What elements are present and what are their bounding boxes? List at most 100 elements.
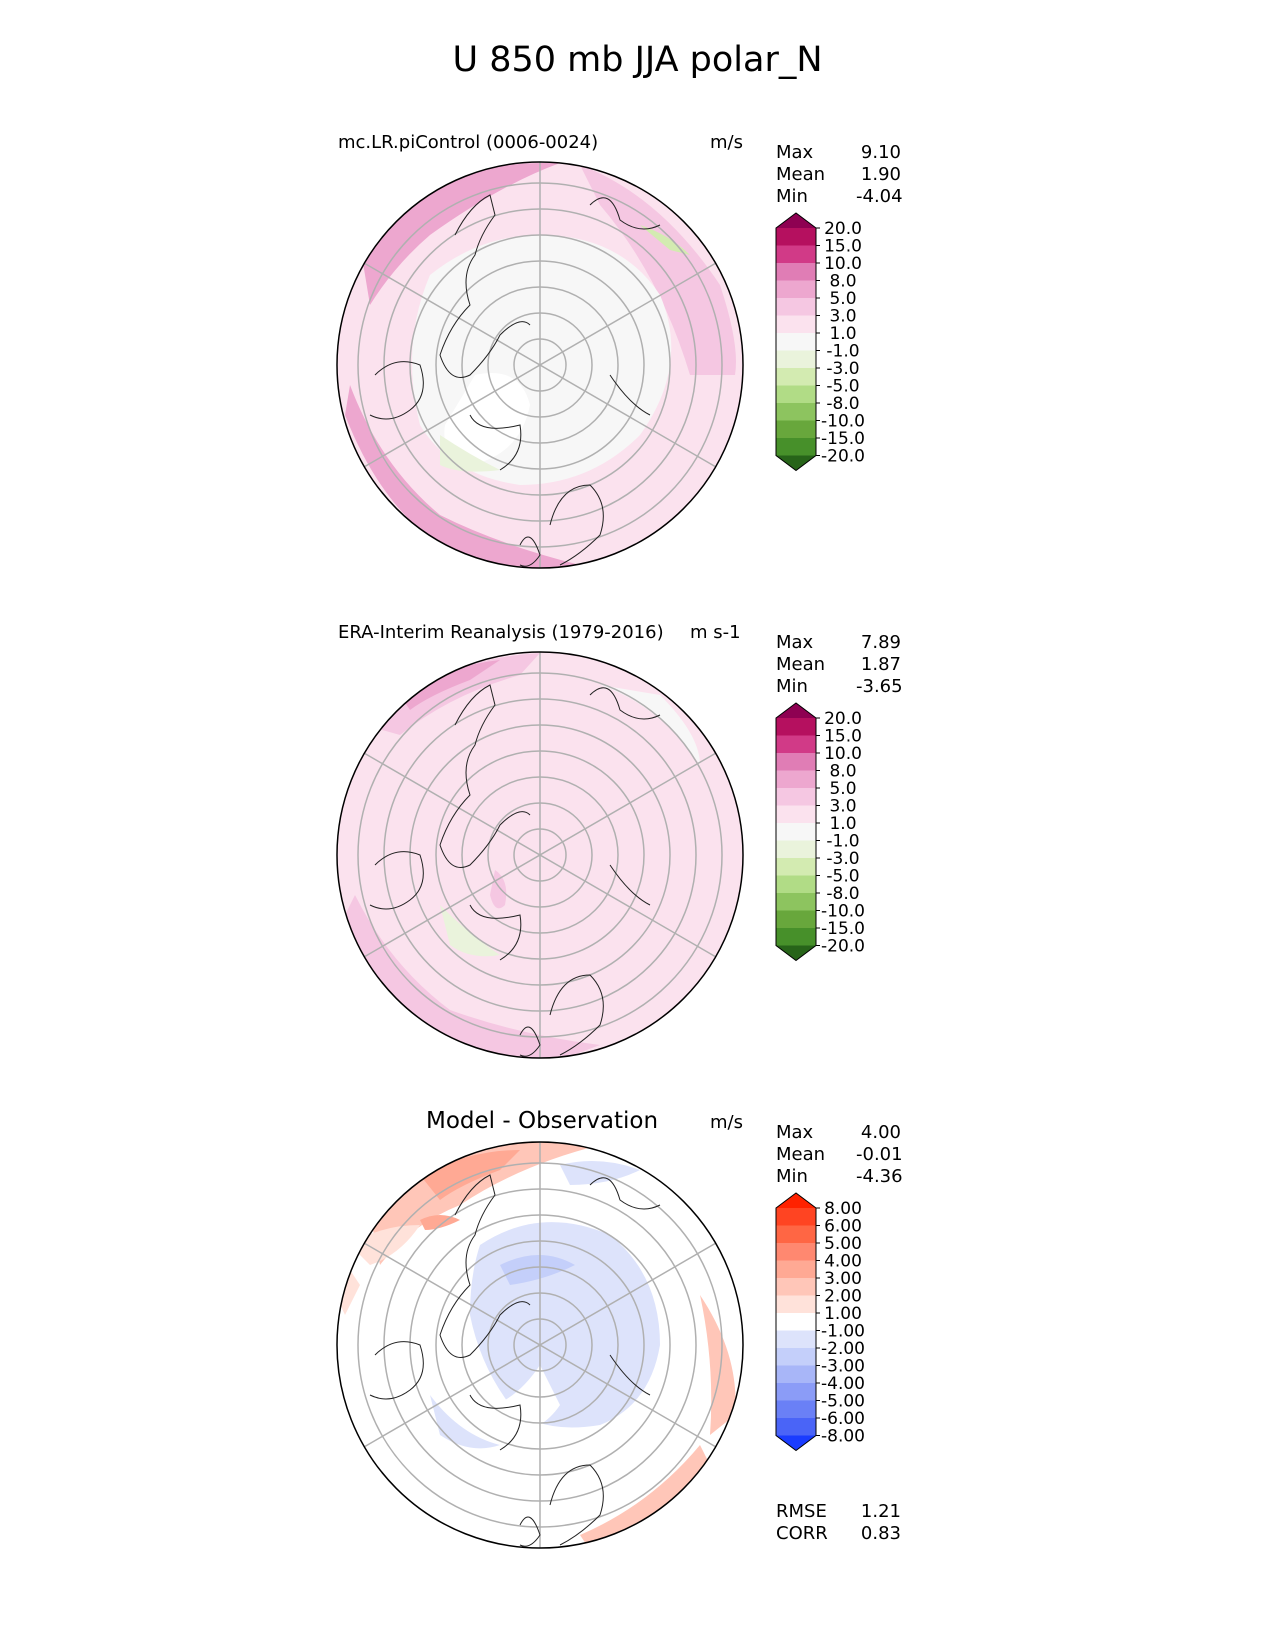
panel-title: ERA-Interim Reanalysis (1979-2016) — [338, 622, 664, 643]
stat-rmse: RMSE 1.21 — [776, 1501, 901, 1522]
colorbar-segment — [776, 228, 816, 246]
colorbar-segment — [776, 350, 816, 369]
colorbar-segment — [776, 385, 816, 404]
coastlines — [369, 1174, 661, 1547]
units-label: m/s — [710, 132, 743, 153]
colorbar-segment — [776, 245, 816, 264]
colorbar-segment — [776, 1418, 816, 1436]
colorbar-tick-label: 10.0 — [824, 254, 862, 274]
colorbar-extend-min — [776, 1435, 816, 1451]
colorbar-extend-max — [776, 213, 816, 228]
colorbar-segment — [776, 753, 816, 771]
colorbar-segment — [776, 1243, 816, 1261]
colorbar-tick-label: -8.0 — [826, 884, 859, 904]
colorbar-tick-label: 4.00 — [824, 1252, 862, 1272]
colorbar-tick-label: 15.0 — [824, 727, 862, 747]
colorbar-segment — [776, 1348, 816, 1366]
colorbar-segment — [776, 333, 816, 351]
colorbar-tick-label: -20.0 — [821, 447, 865, 467]
colorbar-segment — [776, 910, 816, 929]
colorbar: 8.006.005.004.003.002.001.00-1.00-2.00-3… — [775, 1192, 865, 1452]
colorbar-segment — [776, 1365, 816, 1384]
colorbar-segment — [776, 420, 816, 439]
colorbar-tick-label: 1.0 — [829, 814, 856, 834]
panel-title: mc.LR.piControl (0006-0024) — [338, 132, 599, 153]
panel-reference: ERA-Interim Reanalysis (1979-2016) m s-1… — [0, 615, 1275, 1105]
colorbar-tick-label: 20.0 — [824, 709, 862, 729]
colorbar-tick-label: 8.0 — [829, 272, 856, 292]
colorbar-tick-label: 5.00 — [824, 1234, 862, 1254]
colorbar-tick-label: 1.0 — [829, 324, 856, 344]
colorbar-tick-label: -10.0 — [821, 412, 865, 432]
colorbar-tick-label: -3.0 — [826, 359, 859, 379]
colorbar-tick-label: -5.0 — [826, 867, 859, 887]
colorbar-segment — [776, 858, 816, 876]
colorbar-extend-min — [776, 945, 816, 961]
colorbar-segment — [776, 788, 816, 806]
colorbar-segment — [776, 1400, 816, 1419]
colorbar-tick-label: -1.0 — [826, 832, 859, 852]
polar-map: 8.006.005.004.003.002.001.00-1.00-2.00-3… — [336, 1141, 865, 1549]
colorbar-segment — [776, 928, 816, 946]
stat-min: Min -3.65 — [776, 676, 903, 697]
colorbar-tick-label: 3.00 — [824, 1269, 862, 1289]
colorbar-segment — [776, 403, 816, 421]
colorbar-tick-label: -3.0 — [826, 849, 859, 869]
stat-min: Min -4.36 — [776, 1166, 903, 1187]
colorbar-tick-label: -1.0 — [826, 342, 859, 362]
colorbar-tick-label: 1.00 — [824, 1304, 862, 1324]
stat-mean: Mean 1.87 — [776, 654, 901, 675]
colorbar-tick-label: 3.0 — [829, 307, 856, 327]
colorbar-tick-label: 8.0 — [829, 762, 856, 782]
colorbar-tick-label: -10.0 — [821, 902, 865, 922]
colorbar-segment — [776, 1208, 816, 1226]
colorbar-tick-label: -1.00 — [821, 1322, 865, 1342]
colorbar-tick-label: 5.0 — [829, 289, 856, 309]
stat-min: Min -4.04 — [776, 186, 903, 207]
colorbar-tick-label: 8.00 — [824, 1199, 862, 1219]
units-label: m/s — [710, 1112, 743, 1133]
colorbar-tick-label: -8.00 — [821, 1427, 865, 1447]
colorbar-tick-label: -8.0 — [826, 394, 859, 414]
colorbar-tick-label: -20.0 — [821, 937, 865, 957]
colorbar-segment — [776, 805, 816, 824]
graticule — [357, 652, 723, 1058]
colorbar-tick-label: 6.00 — [824, 1217, 862, 1237]
colorbar-extend-min — [776, 455, 816, 471]
stat-mean: Mean -0.01 — [776, 1144, 903, 1165]
colorbar-segment — [776, 823, 816, 841]
colorbar-tick-label: -15.0 — [821, 429, 865, 449]
polar-map: 20.015.010.08.05.03.01.0-1.0-3.0-5.0-8.0… — [336, 651, 865, 1059]
colorbar-segment — [776, 1313, 816, 1331]
colorbar-segment — [776, 1260, 816, 1279]
colorbar-segment — [776, 735, 816, 754]
colorbar-segment — [776, 368, 816, 386]
colorbar-segment — [776, 770, 816, 789]
colorbar-segment — [776, 1295, 816, 1314]
coastlines — [369, 194, 661, 567]
stat-mean: Mean 1.90 — [776, 164, 901, 185]
colorbar-segment — [776, 1225, 816, 1244]
colorbar: 20.015.010.08.05.03.01.0-1.0-3.0-5.0-8.0… — [775, 212, 865, 472]
colorbar-segment — [776, 438, 816, 456]
stat-corr: CORR 0.83 — [776, 1523, 901, 1544]
colorbar-segment — [776, 840, 816, 859]
colorbar-tick-label: -5.0 — [826, 377, 859, 397]
panel-diff: Model - Observation m/s Max 4.00 Mean -0.0… — [0, 1105, 1275, 1595]
colorbar-segment — [776, 718, 816, 736]
coastlines — [369, 684, 661, 1057]
polar-map: 20.015.010.08.05.03.01.0-1.0-3.0-5.0-8.0… — [336, 161, 865, 569]
colorbar-tick-label: -5.00 — [821, 1392, 865, 1412]
colorbar-segment — [776, 875, 816, 894]
colorbar-tick-label: 2.00 — [824, 1287, 862, 1307]
colorbar-tick-label: -4.00 — [821, 1374, 865, 1394]
colorbar-tick-label: 20.0 — [824, 219, 862, 239]
colorbar-tick-label: 3.0 — [829, 797, 856, 817]
colorbar-tick-label: -15.0 — [821, 919, 865, 939]
colorbar-tick-label: -3.00 — [821, 1357, 865, 1377]
panel-title: Model - Observation — [426, 1108, 659, 1134]
colorbar-extend-max — [776, 1193, 816, 1208]
graticule — [357, 1142, 723, 1548]
colorbar: 20.015.010.08.05.03.01.0-1.0-3.0-5.0-8.0… — [775, 702, 865, 962]
colorbar-segment — [776, 1383, 816, 1401]
